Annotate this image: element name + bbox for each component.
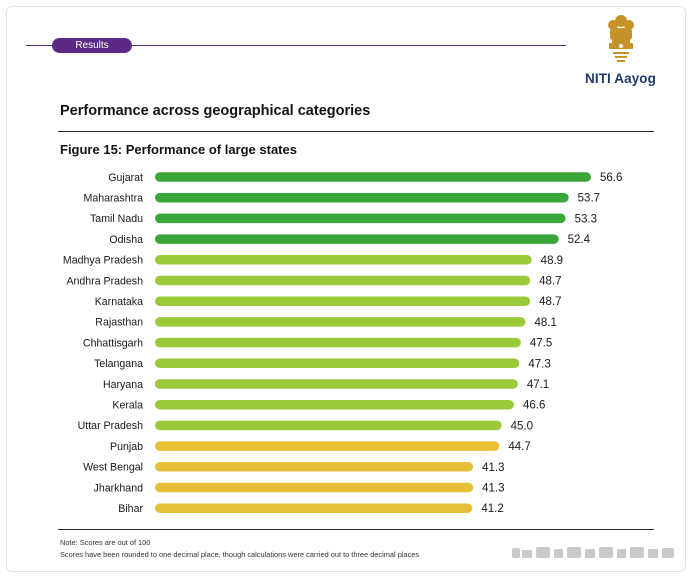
bar-telangana	[155, 358, 520, 369]
value-label-gujarat: 56.6	[600, 172, 622, 184]
bar-uttar-pradesh	[155, 420, 502, 431]
section-rule	[58, 131, 654, 132]
bar-jharkhand	[155, 482, 474, 493]
category-label-west-bengal: West Bengal	[83, 462, 143, 474]
bar-haryana	[155, 379, 518, 389]
category-label-odisha: Odisha	[109, 234, 143, 246]
category-label-rajasthan: Rajasthan	[95, 317, 143, 329]
value-label-jharkhand: 41.3	[482, 483, 504, 495]
national-emblem-icon	[608, 15, 634, 62]
category-label-tamil-nadu: Tamil Nadu	[90, 213, 143, 225]
brand-name: NITI Aayog	[585, 71, 657, 86]
bar-bihar	[155, 503, 473, 513]
category-label-chhattisgarh: Chhattisgarh	[83, 337, 143, 349]
section-title: Performance across geographical categori…	[60, 103, 371, 119]
bar-karnataka	[155, 296, 531, 306]
bar-tamil-nadu	[155, 213, 566, 224]
bar-chhattisgarh	[155, 337, 521, 348]
value-label-punjab: 44.7	[508, 441, 530, 453]
category-label-karnataka: Karnataka	[95, 296, 143, 308]
value-label-andhra-pradesh: 48.7	[539, 276, 561, 288]
value-label-bihar: 41.2	[481, 503, 503, 515]
category-label-punjab: Punjab	[110, 441, 143, 453]
bar-kerala	[155, 399, 514, 410]
category-label-jharkhand: Jharkhand	[94, 482, 144, 494]
value-label-west-bengal: 41.3	[482, 462, 504, 474]
results-tag: Results	[52, 38, 132, 53]
value-label-rajasthan: 48.1	[535, 317, 557, 329]
bar-maharashtra	[155, 192, 569, 203]
bar-punjab	[155, 441, 500, 451]
bar-rajasthan	[155, 317, 526, 327]
value-label-odisha: 52.4	[568, 234, 591, 246]
category-label-bihar: Bihar	[118, 503, 143, 515]
note-rounding: Scores have been rounded to one decimal …	[60, 550, 420, 559]
category-label-haryana: Haryana	[103, 379, 143, 391]
bar-odisha	[155, 234, 559, 244]
bar-madhya-pradesh	[155, 255, 532, 265]
category-label-andhra-pradesh: Andhra Pradesh	[66, 275, 143, 287]
footer-rule	[58, 529, 654, 530]
chart-title: Figure 15: Performance of large states	[60, 142, 297, 157]
page-frame	[6, 6, 686, 572]
value-label-kerala: 46.6	[523, 400, 545, 412]
category-label-gujarat: Gujarat	[108, 172, 143, 184]
watermark-logo	[512, 547, 674, 558]
category-label-maharashtra: Maharashtra	[84, 193, 144, 205]
note-scores: Note: Scores are out of 100	[60, 538, 151, 547]
header-rule	[26, 45, 566, 46]
category-label-kerala: Kerala	[112, 400, 143, 412]
bar-gujarat	[155, 172, 591, 182]
value-label-maharashtra: 53.7	[578, 193, 600, 205]
value-label-karnataka: 48.7	[539, 296, 561, 308]
bar-andhra-pradesh	[155, 275, 531, 286]
bar-west-bengal	[155, 462, 474, 472]
value-label-uttar-pradesh: 45.0	[511, 420, 533, 432]
value-label-tamil-nadu: 53.3	[575, 213, 597, 225]
value-label-haryana: 47.1	[527, 379, 549, 391]
category-label-uttar-pradesh: Uttar Pradesh	[78, 420, 143, 432]
value-label-madhya-pradesh: 48.9	[541, 255, 563, 267]
value-label-chhattisgarh: 47.5	[530, 338, 552, 350]
category-label-madhya-pradesh: Madhya Pradesh	[63, 255, 143, 267]
category-label-telangana: Telangana	[94, 358, 143, 370]
value-label-telangana: 47.3	[528, 358, 550, 370]
